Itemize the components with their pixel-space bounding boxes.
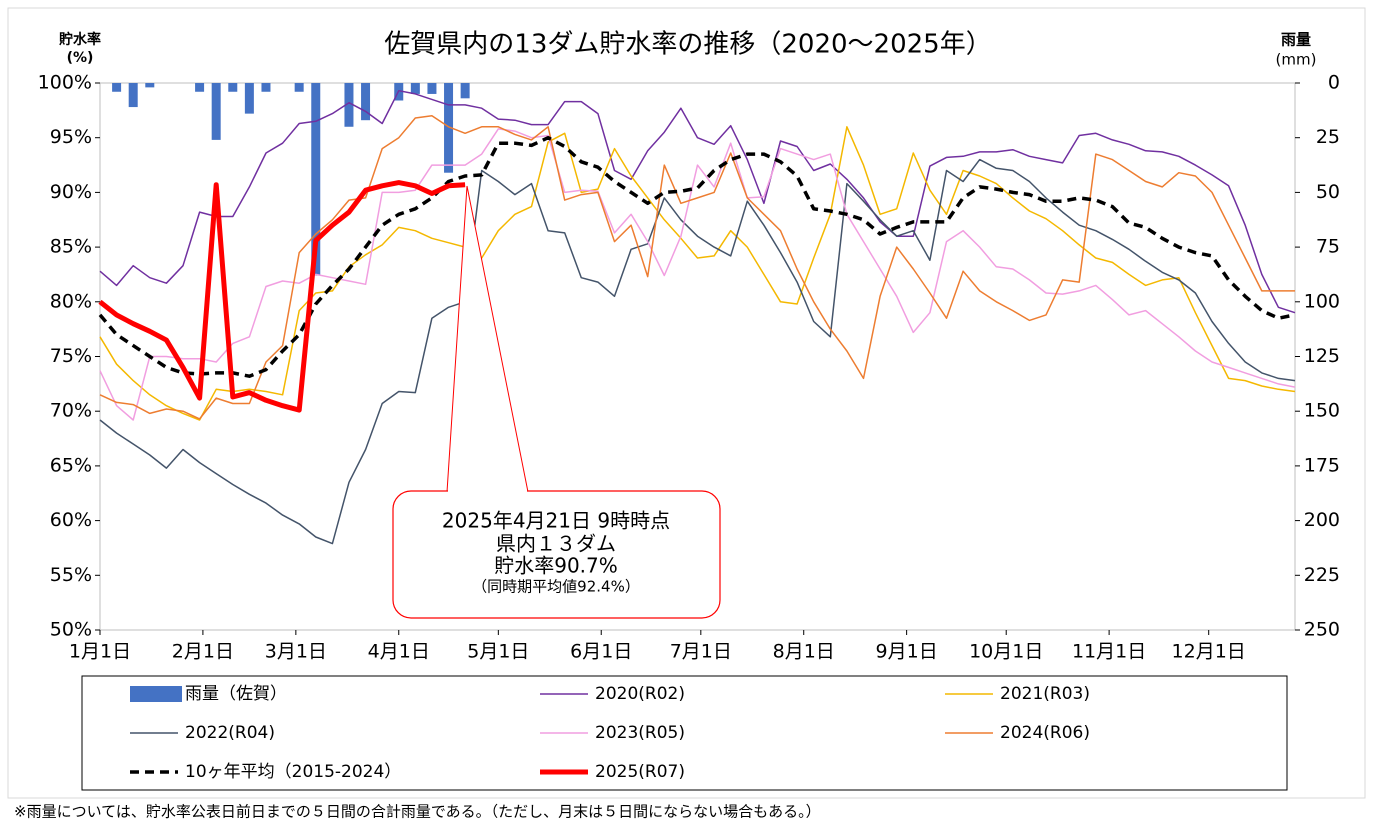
y2-tick-label: 250 — [1304, 619, 1340, 641]
rain-bar — [195, 83, 205, 92]
y2-tick-label: 125 — [1304, 345, 1340, 367]
y-tick-label: 95% — [50, 126, 92, 148]
y-tick-label: 90% — [50, 181, 92, 203]
y2-tick-label: 175 — [1304, 454, 1340, 476]
rain-bar — [228, 83, 238, 92]
legend-label: 2025(R07) — [595, 762, 685, 782]
legend-swatch — [130, 686, 182, 702]
chart-border — [7, 7, 1366, 799]
y-tick-label: 65% — [50, 454, 92, 476]
y-tick-label: 75% — [50, 345, 92, 367]
x-tick-label: 7月1日 — [670, 641, 732, 663]
y-tick-label: 70% — [50, 400, 92, 422]
annotation: 2025年4月21日 9時時点 県内１３ダム 貯水率90.7% （同時期平均値9… — [392, 185, 721, 619]
rain-bar — [261, 83, 271, 92]
y-tick-label: 85% — [50, 236, 92, 258]
y2-tick-label: 200 — [1304, 509, 1340, 531]
footnote: ※雨量については、貯水率公表日前日までの５日間の合計雨量である。（ただし、月末は… — [14, 803, 821, 821]
series-line — [99, 89, 1296, 314]
legend: 雨量（佐賀） 2020(R02) 2021(R03) 2022(R04) 2023(R0… — [130, 684, 1090, 782]
y2-tick-label: 25 — [1316, 126, 1340, 148]
x-tick-label: 11月1日 — [1072, 641, 1146, 663]
series-line — [99, 158, 1296, 545]
legend-label: 2023(R05) — [595, 723, 685, 743]
series-line — [99, 115, 1295, 420]
rain-bar — [344, 83, 354, 127]
series-line — [98, 180, 466, 413]
x-tick-label: 12月1日 — [1172, 641, 1246, 663]
y2-tick-label: 75 — [1316, 236, 1340, 258]
rain-bar — [311, 83, 321, 276]
legend-box — [81, 675, 1288, 791]
y2-tick-label: 150 — [1304, 400, 1340, 422]
x-tick-label: 8月1日 — [773, 641, 835, 663]
annotation-line: 貯水率90.7% — [494, 554, 618, 578]
x-tick-label: 6月1日 — [570, 641, 632, 663]
series-line — [99, 128, 1296, 421]
series-line — [99, 126, 1296, 421]
x-tick-label: 10月1日 — [969, 641, 1043, 663]
rain-bar — [211, 83, 221, 140]
rain-bar — [361, 83, 371, 121]
y2-axis-unit: (mm) — [1276, 51, 1317, 69]
y-axis-label: 貯水率 — [59, 31, 101, 48]
y-tick-label: 60% — [50, 509, 92, 531]
y2-axis-label: 雨量 — [1281, 31, 1311, 49]
x-tick-label: 5月1日 — [467, 641, 529, 663]
legend-label: 2024(R06) — [1000, 723, 1090, 743]
legend-label: 10ヶ年平均（2015-2024） — [185, 762, 401, 782]
x-tick-label: 3月1日 — [265, 641, 327, 663]
rain-bar — [294, 83, 304, 92]
rain-bar — [460, 83, 470, 99]
y-tick-label: 100% — [38, 72, 92, 94]
y2-tick-label: 100 — [1304, 290, 1340, 312]
callout-box — [392, 490, 721, 619]
rain-bar — [410, 83, 420, 94]
callout-pointer — [446, 185, 529, 493]
annotation-line: 県内１３ダム — [496, 532, 616, 556]
x-tick-label: 1月1日 — [69, 641, 131, 663]
plot-area — [98, 83, 1296, 545]
y2-tick-label: 225 — [1304, 564, 1340, 586]
rain-bar — [427, 83, 437, 94]
x-tick-label: 9月1日 — [876, 641, 938, 663]
y-axis-unit: (%) — [67, 50, 94, 66]
y-tick-label: 55% — [50, 564, 92, 586]
rain-bar — [244, 83, 254, 114]
legend-label: 2020(R02) — [595, 684, 685, 704]
legend-label: 2021(R03) — [1000, 684, 1090, 704]
y2-tick-label: 50 — [1316, 181, 1340, 203]
annotation-line: 2025年4月21日 9時時点 — [442, 509, 670, 533]
y-tick-label: 50% — [50, 619, 92, 641]
rain-bar — [112, 83, 122, 92]
annotation-line: （同時期平均値92.4%） — [472, 578, 640, 596]
y2-tick-label: 0 — [1328, 72, 1340, 94]
legend-label: 2022(R04) — [185, 723, 275, 743]
chart-title: 佐賀県内の13ダム貯水率の推移（2020～2025年） — [384, 30, 991, 60]
rain-bar — [145, 83, 155, 88]
x-tick-label: 2月1日 — [172, 641, 234, 663]
legend-label: 雨量（佐賀） — [185, 684, 287, 704]
rain-bar — [128, 83, 138, 108]
rain-bar — [444, 83, 454, 173]
x-tick-label: 4月1日 — [368, 641, 430, 663]
y-tick-label: 80% — [50, 290, 92, 312]
